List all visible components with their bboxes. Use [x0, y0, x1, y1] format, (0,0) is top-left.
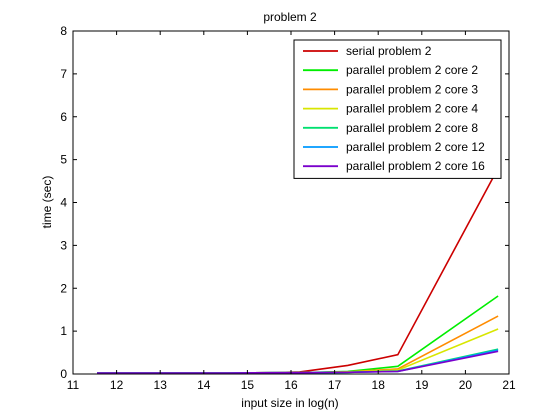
legend-label-5: parallel problem 2 core 8 [346, 121, 478, 135]
x-tick-label: 19 [415, 378, 429, 392]
x-tick-label: 12 [110, 378, 124, 392]
y-tick-label: 6 [60, 110, 67, 124]
x-tick-label: 15 [241, 378, 255, 392]
x-tick-label: 16 [284, 378, 298, 392]
chart-title: problem 2 [263, 10, 317, 24]
y-tick-label: 1 [60, 324, 67, 338]
legend-label-1: serial problem 2 [346, 44, 432, 58]
legend-label-2: parallel problem 2 core 2 [346, 63, 478, 77]
y-tick-label: 4 [60, 196, 67, 210]
x-tick-label: 14 [197, 378, 211, 392]
y-tick-label: 5 [60, 153, 67, 167]
series-line-7 [97, 350, 499, 374]
y-tick-label: 3 [60, 238, 67, 252]
y-tick-label: 8 [60, 24, 67, 38]
x-tick-label: 20 [459, 378, 473, 392]
x-tick-label: 17 [328, 378, 342, 392]
legend-label-3: parallel problem 2 core 3 [346, 82, 478, 96]
legend-label-6: parallel problem 2 core 12 [346, 140, 485, 154]
x-tick-label: 21 [502, 378, 516, 392]
legend-label-7: parallel problem 2 core 16 [346, 159, 485, 173]
x-tick-label: 13 [154, 378, 168, 392]
x-tick-label: 11 [67, 378, 80, 392]
y-tick-label: 2 [60, 281, 67, 295]
y-tick-label: 0 [60, 367, 67, 381]
x-tick-label: 18 [372, 378, 386, 392]
legend: serial problem 2 parallel problem 2 core … [293, 39, 502, 179]
y-axis-label: time (sec) [40, 176, 54, 229]
y-tick-label: 7 [60, 67, 67, 81]
series-layer [97, 167, 499, 374]
legend-label-4: parallel problem 2 core 4 [346, 102, 478, 116]
x-axis-label: input size in log(n) [241, 396, 338, 410]
